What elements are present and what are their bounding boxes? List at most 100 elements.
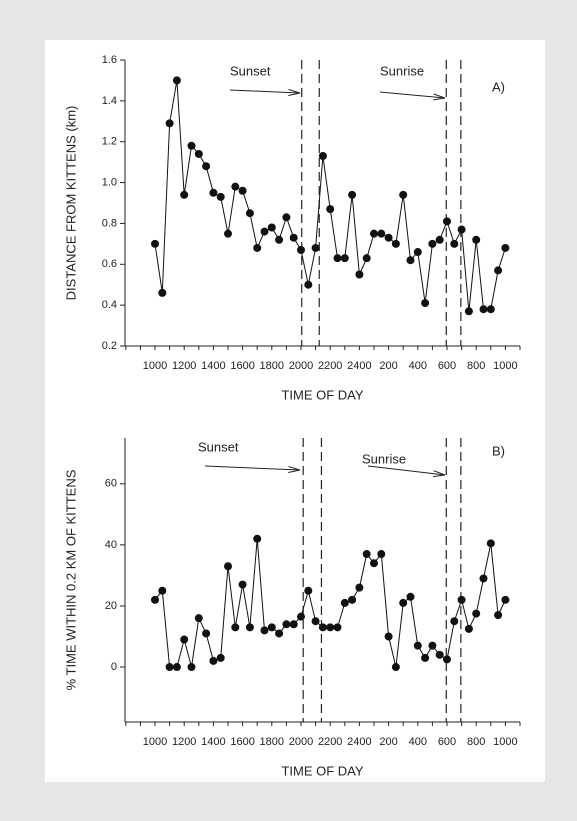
data-point	[311, 617, 320, 626]
data-point	[435, 650, 444, 659]
data-point	[450, 617, 459, 626]
data-point	[245, 623, 254, 632]
data-point	[413, 248, 422, 257]
x-tick-label: 1600	[230, 360, 254, 372]
y-tick-label: 60	[105, 478, 117, 490]
y-tick-label: 0.8	[102, 217, 117, 229]
data-point	[391, 239, 400, 248]
data-point	[377, 229, 386, 238]
data-point	[245, 209, 254, 218]
data-point	[333, 623, 342, 632]
data-point	[165, 663, 174, 672]
x-tick-label: 200	[379, 736, 397, 748]
data-point	[355, 270, 364, 279]
data-point	[158, 586, 167, 595]
data-point	[282, 620, 291, 629]
x-tick-label: 200	[379, 360, 397, 372]
data-point	[282, 213, 291, 222]
data-point	[267, 623, 276, 632]
panel	[45, 40, 545, 782]
data-point	[450, 239, 459, 248]
data-point	[297, 245, 305, 254]
data-point	[311, 243, 320, 252]
data-point	[172, 663, 181, 672]
annotation: Sunset	[230, 63, 271, 78]
y-tick-label: 1.2	[102, 136, 117, 148]
data-point	[209, 656, 218, 665]
x-tick-label: 2400	[347, 360, 371, 372]
data-point	[494, 266, 503, 275]
data-point	[194, 614, 203, 623]
data-point	[202, 629, 211, 638]
annotation-arrow	[379, 91, 446, 99]
x-tick-label: 800	[467, 736, 485, 748]
annotation-arrow	[204, 465, 301, 471]
data-point	[187, 663, 196, 672]
data-point	[486, 305, 495, 314]
data-point	[216, 192, 225, 201]
data-point	[399, 598, 408, 607]
data-point	[406, 256, 415, 265]
x-tick-label: 2400	[347, 736, 371, 748]
data-point	[428, 239, 437, 248]
data-point	[202, 162, 211, 171]
data-point	[421, 653, 430, 662]
data-point	[457, 595, 466, 604]
annotation-arrow	[367, 465, 446, 476]
y-tick-label: 0.4	[102, 299, 117, 311]
data-point	[464, 624, 473, 633]
x-tick-label: 2200	[318, 736, 342, 748]
data-point	[224, 229, 232, 238]
data-point	[267, 223, 276, 232]
data-point	[421, 299, 430, 308]
x-tick-label: 1000	[143, 736, 167, 748]
data-point	[238, 186, 247, 195]
data-point	[151, 239, 159, 248]
data-point	[348, 595, 357, 604]
data-point	[224, 562, 232, 571]
data-point	[340, 254, 349, 263]
panel-label: A)	[492, 79, 505, 94]
x-tick-label: 2200	[318, 360, 342, 372]
data-point	[151, 595, 159, 604]
data-point	[362, 254, 371, 263]
x-tick-label: 1400	[201, 360, 225, 372]
data-point	[355, 583, 364, 592]
x-tick-label: 400	[409, 736, 427, 748]
data-point	[377, 550, 386, 559]
data-point	[209, 188, 218, 197]
data-point	[289, 620, 298, 629]
data-point	[318, 152, 327, 161]
data-point	[362, 550, 371, 559]
data-point	[428, 641, 437, 650]
x-tick-label: 1200	[172, 736, 196, 748]
data-point	[443, 217, 451, 226]
data-point	[333, 254, 342, 263]
data-point	[464, 307, 473, 316]
data-point	[384, 233, 393, 242]
data-point	[435, 235, 444, 244]
data-point	[231, 182, 240, 191]
panel-label: B)	[492, 443, 505, 458]
data-point	[289, 233, 298, 242]
data-point	[165, 119, 174, 128]
data-point	[187, 141, 196, 150]
annotation: Sunset	[198, 439, 239, 454]
x-tick-label: 1400	[201, 736, 225, 748]
data-point	[304, 280, 313, 289]
data-point	[494, 611, 503, 620]
x-tick-label: 1000	[493, 360, 517, 372]
data-point	[238, 580, 247, 589]
y-axis-title: DISTANCE FROM KITTENS (km)	[63, 106, 78, 301]
data-point	[501, 243, 510, 252]
data-point	[253, 243, 262, 252]
arrow-head	[433, 93, 446, 101]
data-point	[180, 190, 189, 199]
x-axis-title: TIME OF DAY	[281, 763, 363, 778]
x-tick-label: 1000	[143, 360, 167, 372]
data-point	[472, 609, 481, 618]
data-point	[413, 641, 422, 650]
annotation: Sunrise	[380, 63, 424, 78]
y-tick-label: 20	[105, 600, 117, 612]
